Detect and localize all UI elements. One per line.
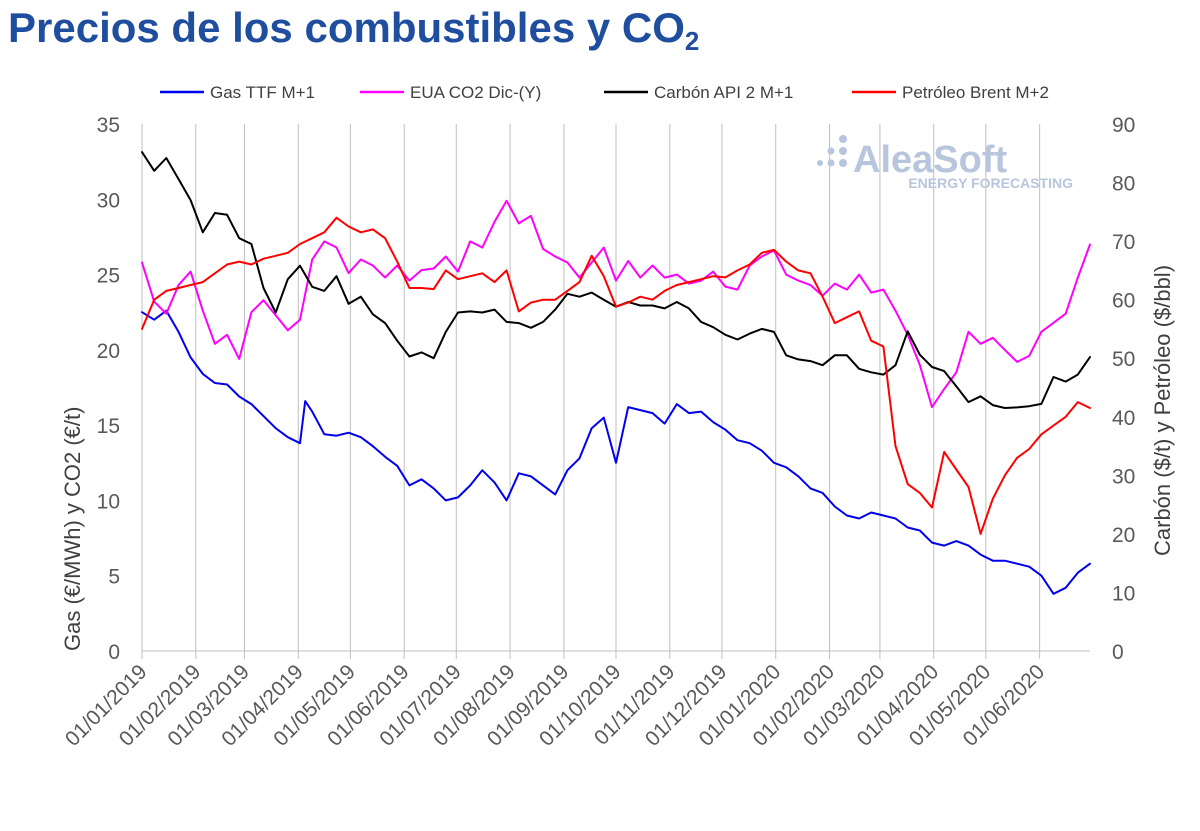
- legend-label: Petróleo Brent M+2: [902, 83, 1049, 102]
- right-tick-label: 20: [1112, 524, 1135, 547]
- series-lines: [141, 151, 1091, 595]
- left-tick-label: 10: [97, 490, 120, 513]
- right-tick-label: 70: [1112, 231, 1135, 254]
- right-tick-label: 50: [1112, 348, 1135, 371]
- legend-label: Carbón API 2 M+1: [654, 83, 793, 102]
- series-line-3: [141, 216, 1091, 535]
- axes: 01/01/201901/02/201901/03/201901/04/2019…: [61, 114, 1135, 751]
- left-axis-title: Gas (€/MWh) y CO2 (€/t): [60, 407, 85, 651]
- left-tick-label: 30: [97, 189, 120, 212]
- left-tick-label: 25: [97, 265, 120, 288]
- watermark-brand: AleaSoft: [853, 139, 1007, 181]
- left-tick-label: 20: [97, 340, 120, 363]
- right-tick-label: 90: [1112, 114, 1135, 137]
- watermark: AleaSoft ENERGY FORECASTING: [817, 135, 1073, 191]
- right-tick-label: 40: [1112, 407, 1135, 430]
- page-title: Precios de los combustibles y CO2: [8, 4, 699, 57]
- aleasoft-logo-dots-icon: [817, 135, 847, 167]
- legend: Gas TTF M+1 EUA CO2 Dic-(Y) Carbón API 2 M…: [160, 83, 1049, 102]
- series-line-0: [141, 309, 1091, 595]
- page-title-subscript: 2: [684, 26, 700, 56]
- page-title-text: Precios de los combustibles y CO: [8, 4, 685, 51]
- right-axis-title: Carbón ($/t) y Petróleo ($/bbl): [1150, 265, 1175, 556]
- legend-label: Gas TTF M+1: [210, 83, 315, 102]
- series-line-1: [141, 199, 1091, 409]
- left-tick-label: 15: [97, 415, 120, 438]
- left-tick-label: 0: [108, 641, 120, 664]
- gridlines: [141, 124, 1041, 651]
- left-tick-label: 5: [108, 566, 120, 589]
- watermark-tagline: ENERGY FORECASTING: [908, 175, 1073, 191]
- left-tick-label: 35: [97, 114, 120, 137]
- legend-label: EUA CO2 Dic-(Y): [410, 83, 541, 102]
- right-tick-label: 80: [1112, 173, 1135, 196]
- right-tick-label: 10: [1112, 582, 1135, 605]
- right-tick-label: 0: [1112, 641, 1124, 664]
- right-tick-label: 30: [1112, 465, 1135, 488]
- right-tick-label: 60: [1112, 290, 1135, 313]
